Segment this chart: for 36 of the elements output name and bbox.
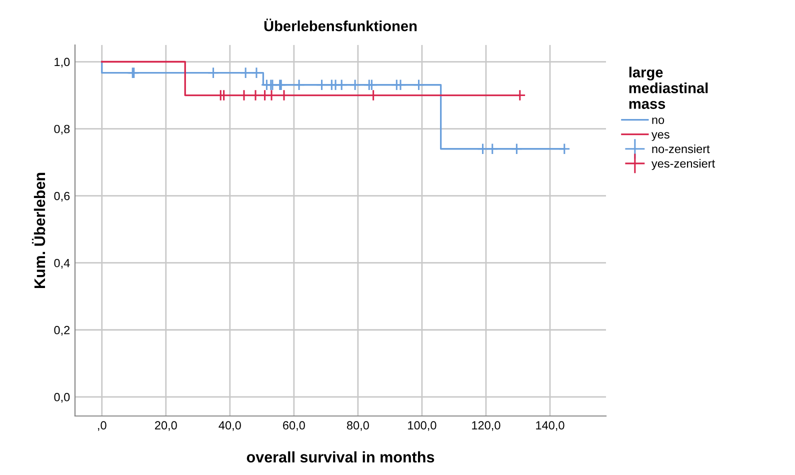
point bbox=[486, 142, 498, 155]
point bbox=[412, 78, 425, 91]
point bbox=[250, 66, 262, 79]
x-axis-title: overall survival in months bbox=[246, 451, 434, 463]
point bbox=[558, 142, 570, 155]
point bbox=[207, 66, 220, 79]
x-tick-label: 20,0 bbox=[155, 421, 177, 431]
point bbox=[349, 78, 361, 91]
x-tick-label: 40,0 bbox=[218, 421, 241, 431]
x-tick-label: 100,0 bbox=[408, 421, 436, 431]
point bbox=[336, 78, 348, 91]
point bbox=[240, 66, 252, 79]
y-axis-title: Kum. Überleben bbox=[32, 172, 46, 288]
x-tick-label: 140,0 bbox=[536, 421, 564, 431]
x-tick-label: 120,0 bbox=[472, 421, 500, 431]
x-tick-label: ,0 bbox=[98, 421, 106, 431]
y-tick-label: 1,0 bbox=[54, 58, 70, 68]
legend-label: no-zensiert bbox=[652, 144, 710, 154]
y-tick-label: 0,8 bbox=[54, 124, 70, 135]
y-tick-label: 0,0 bbox=[54, 392, 70, 403]
point bbox=[394, 78, 406, 91]
legend-title: large mediastinal mass bbox=[629, 66, 708, 109]
point bbox=[510, 142, 523, 155]
point bbox=[316, 78, 328, 91]
point bbox=[366, 78, 378, 91]
y-tick-label: 0,2 bbox=[54, 326, 70, 336]
x-tick-label: 60,0 bbox=[283, 421, 305, 431]
y-tick-label: 0,6 bbox=[54, 192, 70, 202]
x-tick-label: 80,0 bbox=[346, 421, 369, 431]
legend-label: yes bbox=[651, 132, 670, 141]
point bbox=[476, 142, 489, 155]
point bbox=[293, 78, 305, 91]
legend-label: no bbox=[652, 118, 664, 124]
y-tick-label: 0,4 bbox=[54, 258, 70, 269]
legend-label: yes-zensiert bbox=[651, 159, 715, 170]
chart-title: Überlebensfunktionen bbox=[264, 18, 417, 32]
